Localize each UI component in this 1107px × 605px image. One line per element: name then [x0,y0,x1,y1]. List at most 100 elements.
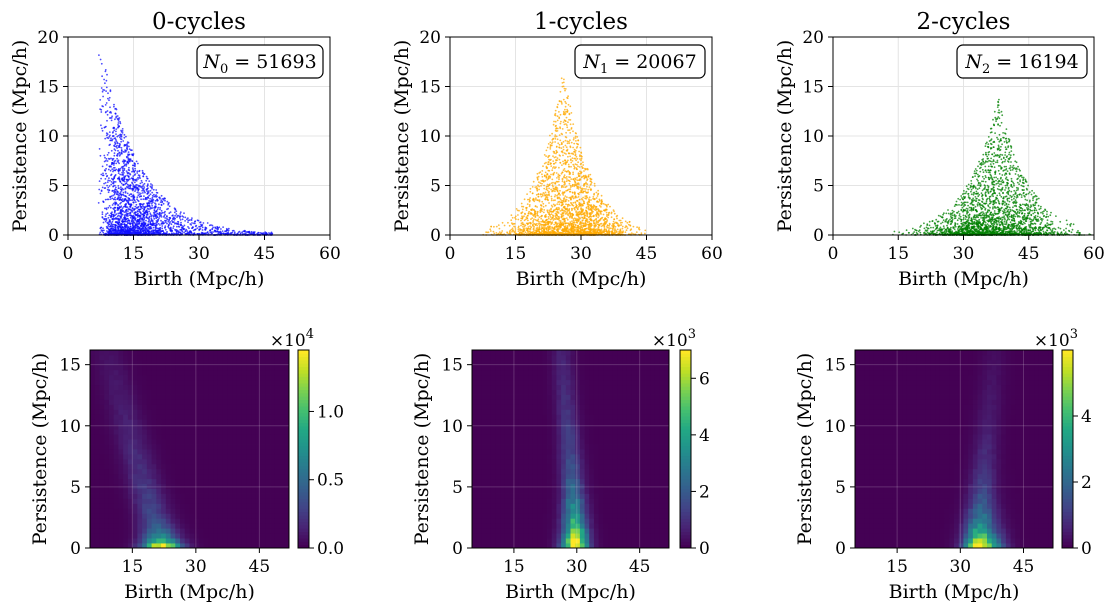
scatter-point [132,221,134,224]
scatter-point [129,184,132,187]
scatter-point [127,178,130,181]
scatter-point [592,229,595,232]
scatter-point [561,171,564,174]
scatter-point [546,198,549,201]
scatter-point [140,232,143,235]
scatter-point [212,231,215,233]
scatter-point [126,228,129,231]
scatter-point [597,216,599,219]
scatter-point [525,227,528,230]
scatter-point [105,134,108,137]
scatter-point [125,165,128,167]
scatter-point [562,160,564,163]
scatter-point [556,115,559,118]
scatter-point [555,146,558,148]
scatter-point [194,225,197,228]
scatter-point [118,187,120,190]
scatter-point [134,218,137,221]
scatter-point [576,136,579,138]
scatter-point [572,219,575,222]
scatter-point [566,218,569,221]
scatter-point [587,207,590,210]
scatter-point [118,198,121,201]
scatter-point [123,177,126,179]
scatter-point [99,227,102,230]
scatter-point [112,182,114,185]
scatter-point [122,159,125,162]
scatter-point [108,228,111,231]
scatter-point [564,119,566,122]
scatter-point [153,222,156,225]
scatter-point [535,198,537,201]
scatter-point [163,211,166,214]
scatter-point [133,199,136,202]
scatter-points [482,77,647,236]
scatter-point [141,218,144,221]
scatter-point [520,219,522,222]
scatter-point [127,151,130,154]
scatter-point [117,161,120,164]
scatter-point [538,188,540,191]
scatter-point [168,212,171,215]
scatter-point [603,228,606,230]
scatter-point [563,111,566,114]
scatter-point [127,222,129,225]
scatter-point [160,216,163,218]
scatter-point [574,137,577,139]
scatter-point [600,222,603,225]
scatter-point [126,145,128,148]
scatter-point [588,196,591,199]
scatter-point [127,154,129,157]
scatter-point [117,230,120,232]
scatter-point [152,230,155,233]
scatter-point [111,220,114,223]
scatter-point [550,195,553,198]
scatter-point [108,189,111,192]
scatter-point [147,202,150,205]
scatter-point [206,222,209,224]
scatter-point [552,137,555,140]
scatter-point [600,225,603,228]
scatter-point [138,203,141,205]
scatter-point [559,228,561,230]
scatter-point [137,188,140,191]
scatter-point [129,173,132,176]
scatter-point [121,226,124,229]
scatter-point [121,167,124,170]
scatter-point [551,169,554,172]
scatter-point [152,188,155,191]
scatter-point [578,218,581,221]
scatter-point [194,222,196,225]
scatter-point [592,204,595,207]
scatter-point [150,219,153,222]
scatter-point [554,135,556,138]
scatter-point [582,161,584,164]
scatter-point [174,217,177,220]
scatter-point [170,223,173,226]
scatter-point [156,208,159,211]
scatter-point [111,227,113,230]
scatter-point [600,202,603,205]
scatter-point [123,169,126,172]
scatter-point [108,135,111,138]
scatter-point [148,180,151,183]
scatter-point [495,232,498,234]
scatter-point [582,209,585,211]
scatter-point [159,229,162,232]
scatter-point [575,167,578,170]
scatter-point [543,154,546,156]
scatter-point [128,187,131,190]
scatter-point [522,205,525,208]
scatter-point [552,160,555,163]
scatter-point [113,152,116,155]
scatter-point [545,196,548,199]
scatter-point [104,215,107,218]
scatter-point [549,214,551,217]
scatter-point [192,229,195,232]
scatter-point [541,227,544,230]
scatter-point [535,193,538,196]
scatter-point [174,228,176,231]
scatter-point [186,232,189,235]
scatter-point [130,204,133,207]
scatter-point [120,130,123,133]
